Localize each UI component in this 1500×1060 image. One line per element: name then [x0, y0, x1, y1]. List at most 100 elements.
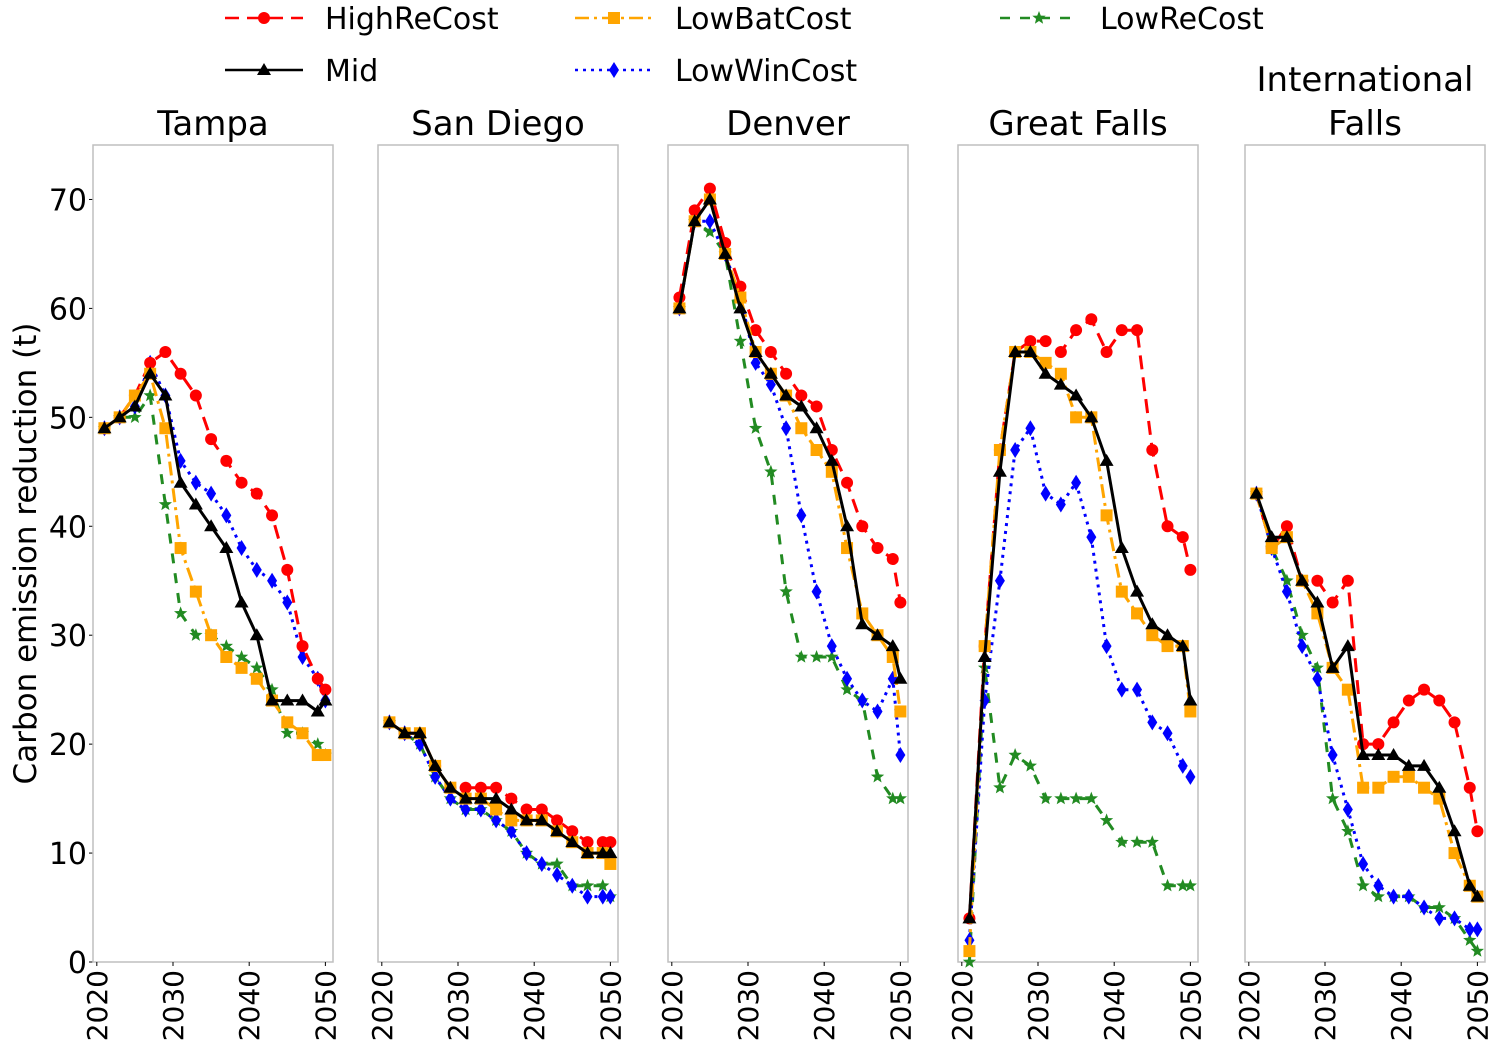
- data-point-mid: [1295, 573, 1310, 586]
- data-point-lowwincost: [811, 583, 822, 600]
- series-lowrecost: [672, 214, 907, 805]
- series-mid: [382, 715, 618, 859]
- data-point-lowwincost: [521, 845, 532, 862]
- data-point-lowrecost: [1341, 824, 1355, 837]
- data-point-highrecost: [703, 182, 716, 195]
- data-point-lowbatcost: [1448, 847, 1461, 860]
- series-line-lowrecost: [967, 666, 1191, 963]
- data-point-lowrecost: [1432, 900, 1446, 914]
- data-point-highrecost: [1280, 520, 1293, 533]
- data-point-mid: [672, 301, 687, 314]
- data-point-highrecost: [1054, 345, 1067, 358]
- data-point-lowrecost: [1084, 791, 1098, 805]
- data-point-mid: [1340, 639, 1355, 652]
- x-tick-label: 2050: [309, 970, 342, 1041]
- data-point-lowrecost: [1183, 878, 1197, 892]
- data-point-lowrecost: [893, 791, 907, 805]
- data-point-lowwincost: [475, 801, 486, 818]
- data-point-highrecost: [220, 454, 233, 467]
- series-line-mid: [388, 721, 611, 855]
- data-point-lowrecost: [250, 660, 264, 674]
- data-point-highrecost: [604, 836, 617, 849]
- data-point-lowrecost: [1356, 878, 1370, 892]
- x-tick-label: 2030: [1022, 970, 1055, 1041]
- data-point-highrecost: [1024, 335, 1037, 348]
- data-point-lowbatcost: [250, 672, 263, 685]
- data-point-lowwincost: [872, 703, 883, 720]
- data-point-mid: [603, 846, 618, 859]
- data-point-lowrecost: [580, 878, 595, 892]
- data-point-mid: [188, 497, 203, 510]
- legend-marker-lowbatcost: [608, 12, 620, 24]
- data-point-mid: [310, 704, 325, 717]
- data-point-highrecost: [856, 520, 869, 533]
- data-point-mid: [1069, 388, 1084, 401]
- x-tick-label: 2030: [1309, 970, 1342, 1041]
- data-point-lowwincost: [206, 485, 217, 502]
- data-point-highrecost: [235, 476, 248, 489]
- data-point-lowwincost: [297, 648, 308, 665]
- data-point-lowwincost: [491, 812, 502, 829]
- data-point-lowbatcost: [220, 650, 233, 663]
- legend-label-lowwincost: LowWinCost: [675, 54, 857, 89]
- data-point-highrecost: [566, 825, 579, 838]
- x-tick-label: 2050: [594, 970, 627, 1041]
- data-point-mid: [473, 791, 488, 804]
- data-point-lowrecost: [1310, 660, 1324, 674]
- data-point-lowwincost: [190, 474, 201, 491]
- x-tick-label: 2020: [946, 970, 979, 1041]
- data-point-mid: [234, 595, 249, 608]
- y-tick-label: 50: [49, 401, 87, 436]
- data-point-lowrecost: [265, 682, 279, 696]
- data-point-lowbatcost: [174, 542, 187, 555]
- legend-entry-highrecost: HighReCost: [225, 2, 499, 37]
- legend-label-lowbatcost: LowBatCost: [675, 2, 852, 37]
- data-point-lowwincost: [1464, 921, 1475, 938]
- data-point-mid: [519, 813, 534, 826]
- data-point-highrecost: [894, 596, 907, 609]
- data-point-lowrecost: [1099, 813, 1114, 826]
- legend-entry-lowrecost: LowReCost: [1000, 2, 1264, 37]
- data-point-highrecost: [459, 781, 472, 794]
- data-point-lowrecost: [794, 650, 808, 663]
- data-point-highrecost: [505, 792, 518, 805]
- series-line-highrecost: [1254, 493, 1479, 832]
- x-tick-label: 2020: [656, 970, 689, 1041]
- data-point-mid: [840, 519, 855, 532]
- data-point-lowwincost: [552, 866, 563, 883]
- data-point-mid: [265, 693, 280, 706]
- data-point-lowrecost: [1039, 791, 1053, 805]
- data-point-mid: [1417, 758, 1432, 771]
- x-tick-label: 2050: [1461, 970, 1494, 1041]
- data-point-lowwincost: [994, 572, 1005, 589]
- data-point-lowbatcost: [1402, 770, 1415, 783]
- series-line-lowwincost: [103, 361, 327, 702]
- data-point-lowbatcost: [1357, 781, 1370, 794]
- data-point-lowrecost: [1295, 628, 1309, 641]
- data-point-highrecost: [1311, 574, 1324, 587]
- data-point-mid: [158, 388, 173, 401]
- data-point-lowrecost: [219, 639, 233, 652]
- legend-marker-lowwincost: [609, 62, 619, 78]
- data-point-lowwincost: [1177, 757, 1188, 774]
- data-point-highrecost: [1402, 694, 1415, 707]
- panel-title: Tampa: [156, 104, 269, 144]
- data-point-highrecost: [749, 324, 762, 337]
- data-point-mid: [855, 617, 870, 630]
- panel-frame: [377, 144, 619, 963]
- data-point-mid: [580, 846, 595, 859]
- data-point-mid: [112, 410, 127, 423]
- data-point-lowwincost: [750, 354, 761, 371]
- data-point-lowrecost: [993, 780, 1007, 794]
- data-point-lowrecost: [1008, 748, 1022, 761]
- data-point-mid: [870, 628, 885, 641]
- data-point-lowrecost: [809, 650, 824, 663]
- series-line-mid: [967, 350, 1192, 919]
- data-point-lowbatcost: [1341, 683, 1354, 696]
- data-point-highrecost: [205, 433, 218, 446]
- series-line-mid: [103, 372, 327, 713]
- data-point-highrecost: [281, 563, 294, 576]
- data-point-mid: [143, 366, 158, 379]
- data-point-lowrecost: [703, 225, 717, 238]
